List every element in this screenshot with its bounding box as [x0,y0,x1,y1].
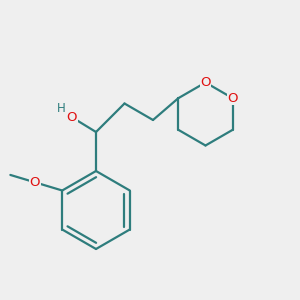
Text: H: H [57,102,66,115]
Text: O: O [200,76,211,89]
Text: O: O [66,111,77,124]
Text: O: O [30,176,40,189]
Text: O: O [227,92,238,105]
